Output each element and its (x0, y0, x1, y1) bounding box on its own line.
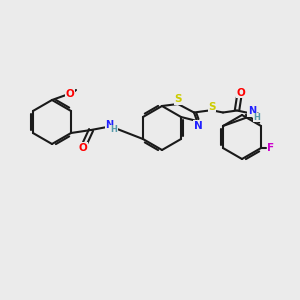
Text: H: H (111, 125, 118, 134)
Text: H: H (254, 113, 260, 122)
Text: N: N (105, 120, 113, 130)
Text: S: S (174, 94, 182, 104)
Text: O: O (79, 143, 87, 153)
Text: O: O (66, 89, 74, 99)
Text: O: O (237, 88, 245, 98)
Text: N: N (194, 121, 203, 131)
Text: F: F (268, 143, 274, 153)
Text: N: N (248, 106, 256, 116)
Text: S: S (208, 101, 216, 112)
